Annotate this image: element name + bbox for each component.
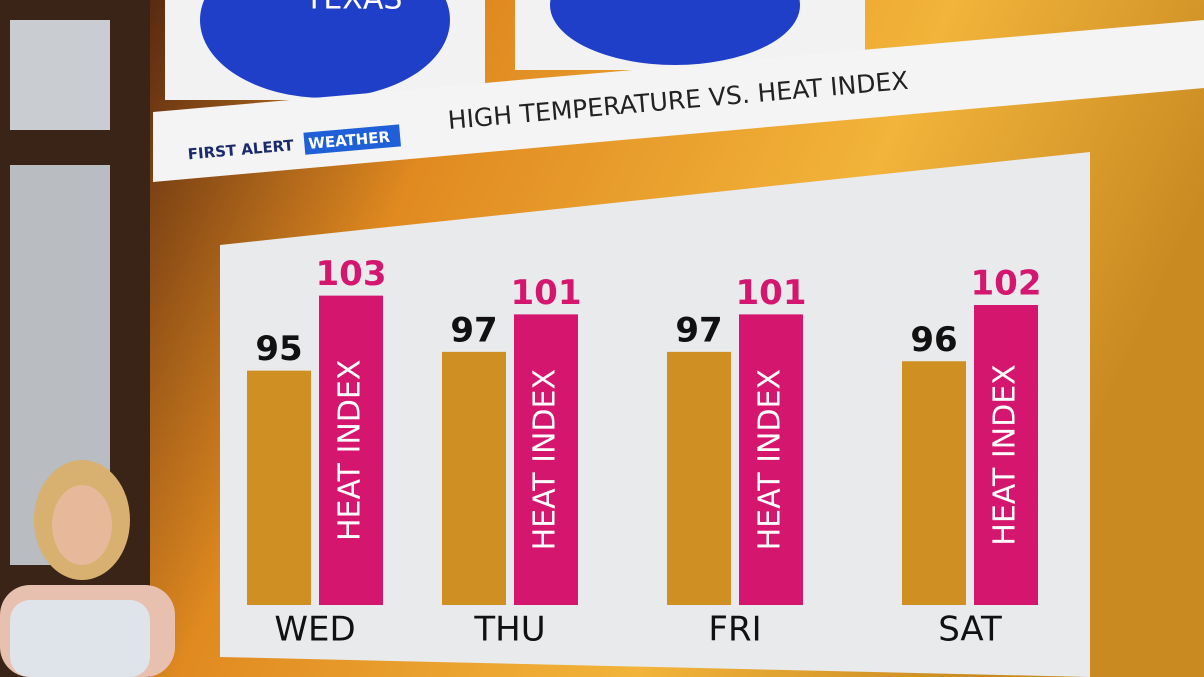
bar — [247, 370, 311, 605]
x-tick-label: FRI — [708, 610, 761, 650]
bar — [667, 351, 731, 605]
chart-panel — [220, 152, 1090, 677]
station-name: TEXAS — [304, 0, 402, 17]
brand: FIRST ALERT WEATHER — [187, 124, 401, 163]
value-label: 101 — [736, 273, 807, 313]
value-label: 97 — [675, 310, 722, 350]
title-banner — [153, 20, 1204, 182]
series-label: HEAT INDEX — [753, 369, 788, 550]
x-tick-label: SAT — [938, 610, 1002, 650]
x-tick-label: THU — [473, 610, 545, 650]
value-label: 101 — [511, 273, 582, 313]
bar — [319, 295, 383, 605]
bar — [974, 305, 1038, 605]
x-tick-label: WED — [274, 610, 355, 650]
value-label: 103 — [316, 254, 387, 294]
logo-circle — [550, 0, 800, 65]
value-label: 102 — [971, 264, 1042, 304]
brand-box — [303, 124, 401, 155]
bar — [739, 314, 803, 605]
series-label: HEAT INDEX — [988, 364, 1023, 545]
series-label: HEAT INDEX — [333, 360, 368, 541]
series-label: HEAT INDEX — [528, 369, 563, 550]
value-label: 97 — [450, 310, 497, 350]
window — [10, 20, 110, 130]
value-label: 95 — [255, 329, 302, 369]
logo-circle — [200, 0, 450, 98]
bar — [514, 314, 578, 605]
bar — [902, 361, 966, 605]
bar — [442, 351, 506, 605]
presenter — [0, 460, 175, 677]
value-label: 96 — [910, 320, 957, 360]
